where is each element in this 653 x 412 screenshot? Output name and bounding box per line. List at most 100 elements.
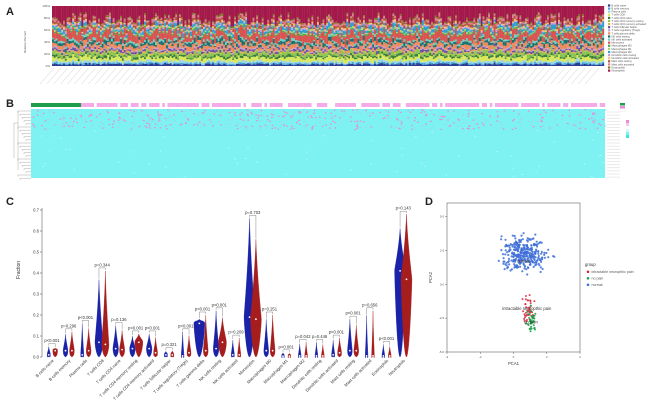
- panel-a-bar-segment: [274, 30, 277, 31]
- panel-a-bar-segment: [239, 55, 242, 58]
- panel-a-bar-segment: [132, 59, 135, 63]
- panel-a-bar-segment: [302, 58, 305, 60]
- panel-a-bar-segment: [206, 38, 209, 42]
- panel-a-bar-segment: [374, 60, 376, 62]
- panel-a-bar-segment: [333, 52, 336, 56]
- panel-a-bar-segment: [145, 53, 148, 57]
- panel-a-bar-segment: [191, 59, 194, 63]
- panel-a-bar-segment: [164, 61, 167, 63]
- panel-a-bar-segment: [305, 42, 308, 44]
- panel-a-bar-segment: [64, 60, 67, 63]
- panel-a-bar-segment: [285, 31, 288, 33]
- panel-a-bar-segment: [392, 30, 395, 37]
- panel-a-bar-segment: [445, 24, 448, 27]
- panel-a-bar-segment: [96, 63, 99, 64]
- panel-a-bar-segment: [394, 19, 397, 22]
- panel-a-bar-segment: [77, 44, 80, 49]
- panel-a-bar-segment: [418, 19, 421, 23]
- panel-a-bar-segment: [346, 12, 349, 15]
- panel-a-bar-segment: [250, 50, 253, 52]
- panel-a-bar-segment: [213, 62, 216, 64]
- panel-a-bar-segment: [350, 20, 353, 22]
- panel-a-bar-segment: [156, 62, 159, 64]
- panel-a-bar-segment: [173, 20, 176, 23]
- panel-a-bar-segment: [164, 26, 167, 28]
- panel-a-bar-segment: [375, 6, 378, 18]
- panel-a-bar-segment: [285, 47, 288, 50]
- panel-a-bar-segment: [466, 44, 468, 50]
- panel-a-bar-segment: [259, 35, 262, 37]
- panel-a-bar-segment: [215, 29, 218, 37]
- panel-a-bar-segment: [394, 30, 397, 41]
- panel-a-bar-segment: [92, 40, 95, 45]
- panel-a-bar-segment: [340, 48, 343, 51]
- panel-a-bar-segment: [337, 46, 340, 49]
- panel-a-bar-segment: [90, 52, 93, 54]
- panel-a-bar-segment: [261, 17, 264, 19]
- panel-a-bar-segment: [116, 45, 119, 48]
- panel-a-bar-segment: [140, 27, 143, 32]
- panel-a-bar-segment: [201, 48, 204, 51]
- panel-a-bar-segment: [228, 16, 231, 19]
- panel-a-bar-segment: [107, 6, 110, 16]
- panel-a-bar-segment: [460, 41, 463, 45]
- panel-a-bar-segment: [178, 26, 181, 29]
- panel-a-bar-segment: [153, 48, 156, 50]
- panel-a-bar-segment: [204, 33, 207, 44]
- panel-a-bar-segment: [453, 26, 456, 28]
- panel-a-bar-segment: [324, 52, 327, 57]
- panel-a-bar-segment: [103, 50, 106, 52]
- panel-a-bar-segment: [313, 6, 316, 25]
- panel-a-bar-segment: [206, 24, 209, 27]
- panel-a-bar-segment: [407, 42, 410, 45]
- panel-a-bar-segment: [191, 58, 194, 60]
- panel-a-bar-segment: [79, 15, 82, 18]
- panel-a-bar-segment: [160, 6, 163, 18]
- panel-a-bar-segment: [199, 29, 202, 31]
- panel-a-bar-segment: [285, 20, 288, 23]
- panel-a-bar-segment: [447, 24, 450, 26]
- panel-a-bar-segment: [206, 34, 209, 35]
- panel-a-bar-segment: [149, 30, 152, 32]
- panel-a-bar-segment: [156, 47, 159, 50]
- panel-a-bar-segment: [291, 48, 294, 50]
- panel-a-bar-segment: [186, 35, 189, 37]
- panel-a-bar-segment: [250, 64, 253, 66]
- panel-a-bar-segment: [101, 57, 104, 60]
- panel-a-bar-segment: [270, 50, 273, 52]
- panel-a-bar-segment: [315, 27, 318, 30]
- panel-a-bar-segment: [201, 45, 204, 49]
- panel-a-bar-segment: [447, 16, 450, 18]
- panel-a-bar-segment: [300, 41, 303, 43]
- panel-a-bar-segment: [324, 63, 327, 65]
- panel-a-bar-segment: [374, 29, 376, 35]
- panel-a-bar-segment: [451, 32, 454, 36]
- panel-a-bar-segment: [449, 44, 452, 47]
- panel-a-bar-segment: [245, 63, 248, 66]
- panel-a-bar-segment: [110, 38, 113, 42]
- panel-a-bar-segment: [66, 6, 69, 18]
- panel-a-bar-segment: [320, 42, 323, 48]
- panel-a-bar-segment: [440, 28, 443, 30]
- panel-a-bar-segment: [431, 29, 434, 33]
- panel-a-bar-segment: [99, 36, 102, 39]
- panel-a-bar-segment: [392, 19, 395, 22]
- panel-a-bar-segment: [118, 30, 121, 33]
- panel-a-bar-segment: [131, 60, 134, 63]
- panel-a-bar-segment: [383, 16, 386, 19]
- panel-a-bar-segment: [162, 23, 165, 26]
- panel-a-bar-segment: [408, 59, 411, 62]
- panel-a-bar-segment: [263, 31, 266, 33]
- panel-a-bar-segment: [120, 20, 123, 23]
- panel-a-bar-segment: [77, 23, 80, 25]
- panel-a-bar-segment: [285, 63, 288, 65]
- panel-a-bar-segment: [272, 60, 275, 63]
- panel-a-bar-segment: [138, 62, 141, 65]
- panel-a-bar-segment: [142, 29, 145, 32]
- panel-a-bar-segment: [416, 14, 419, 16]
- panel-a-bar-segment: [114, 52, 117, 56]
- panel-a-bar-segment: [298, 26, 301, 28]
- panel-a-bar-segment: [322, 51, 325, 54]
- panel-a-bar-segment: [61, 63, 64, 65]
- panel-a-bar-segment: [287, 17, 290, 20]
